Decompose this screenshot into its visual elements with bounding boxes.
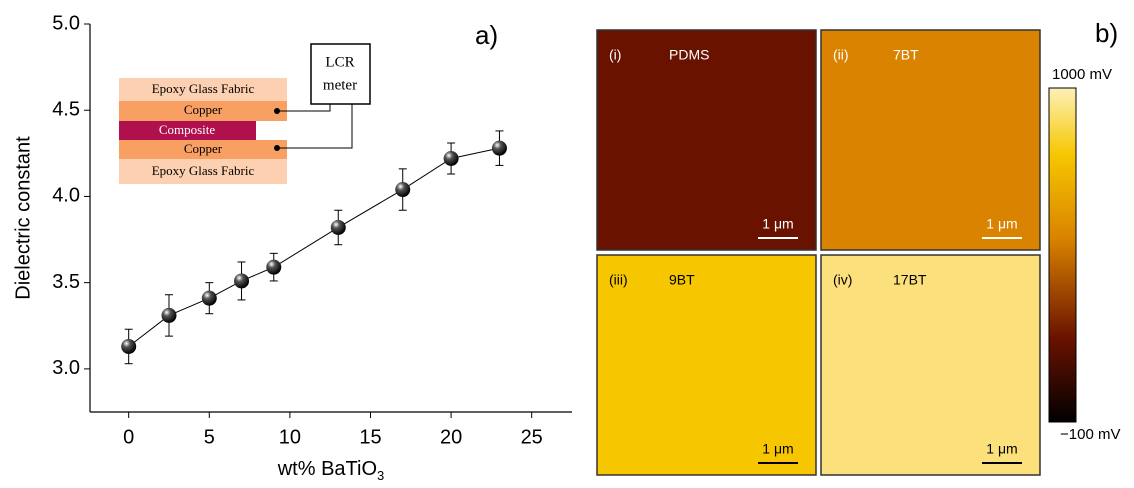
data-point — [121, 339, 136, 354]
scale-label: 1 μm — [986, 216, 1017, 232]
y-axis-title: Dielectric constant — [12, 136, 34, 300]
scale-label: 1 μm — [762, 441, 793, 457]
colorbar — [1049, 88, 1076, 422]
x-axis-title-text: wt% BaTiO — [277, 458, 377, 480]
layer-label: Epoxy Glass Fabric — [152, 163, 255, 178]
chart-a: 3.0 3.5 4.0 4.5 5.0 0 5 10 15 20 25 Dielectric cons… — [12, 12, 572, 483]
scale-label: 1 μm — [762, 216, 793, 232]
data-point — [444, 151, 459, 166]
tile-index: (iv) — [833, 272, 852, 288]
y-tick-label: 5.0 — [52, 12, 80, 34]
figure: 3.0 3.5 4.0 4.5 5.0 0 5 10 15 20 25 Dielectric cons… — [0, 0, 1134, 488]
y-tick-label: 4.0 — [52, 185, 80, 207]
colorbar-label: 1000 mV — [1052, 66, 1112, 83]
y-tick-label: 4.5 — [52, 99, 80, 121]
meter-box — [311, 44, 370, 104]
x-tick-label: 10 — [279, 426, 301, 448]
tile-label: PDMS — [669, 47, 709, 63]
data-point — [202, 291, 217, 306]
data-point — [492, 141, 507, 156]
contact — [274, 145, 280, 151]
tile-index: (iii) — [609, 272, 628, 288]
tile-label: 17BT — [893, 272, 927, 288]
colorbar-label: −100 mV — [1060, 426, 1120, 443]
inset-diagram: Epoxy Glass Fabric Copper Composite Copp… — [119, 44, 370, 184]
x-tick-label: 15 — [359, 426, 381, 448]
y-tick-label: 3.0 — [52, 357, 80, 379]
x-axis-title-sub: 3 — [377, 468, 384, 483]
x-tick-label: 25 — [521, 426, 543, 448]
x-tick-label: 20 — [440, 426, 462, 448]
data-point — [331, 220, 346, 235]
meter-label: meter — [323, 77, 357, 93]
tile-label: 7BT — [893, 47, 919, 63]
layer-label: Copper — [184, 141, 223, 156]
data-point — [161, 308, 176, 323]
tile-index: (ii) — [833, 47, 849, 63]
panel-label: b) — [1095, 18, 1118, 48]
y-tick-label: 3.5 — [52, 271, 80, 293]
layer-label: Epoxy Glass Fabric — [152, 81, 255, 96]
x-tick-label: 0 — [123, 426, 134, 448]
panel-b: (i) PDMS 1 μm (ii) 7BT 1 μm (iii) 9BT 1 μm (iv) 17… — [597, 30, 1040, 475]
data-point — [234, 273, 249, 288]
meter-label: LCR — [325, 54, 354, 70]
tile-label: 9BT — [669, 272, 695, 288]
contact — [274, 108, 280, 114]
layer-label: Copper — [184, 102, 223, 117]
tile-index: (i) — [609, 47, 621, 63]
panel-label: a) — [475, 20, 498, 50]
scale-label: 1 μm — [986, 441, 1017, 457]
x-tick-label: 5 — [204, 426, 215, 448]
x-axis-title: wt% BaTiO3 — [277, 458, 385, 483]
data-point — [266, 260, 281, 275]
layer-label: Composite — [159, 122, 216, 137]
data-point — [395, 182, 410, 197]
